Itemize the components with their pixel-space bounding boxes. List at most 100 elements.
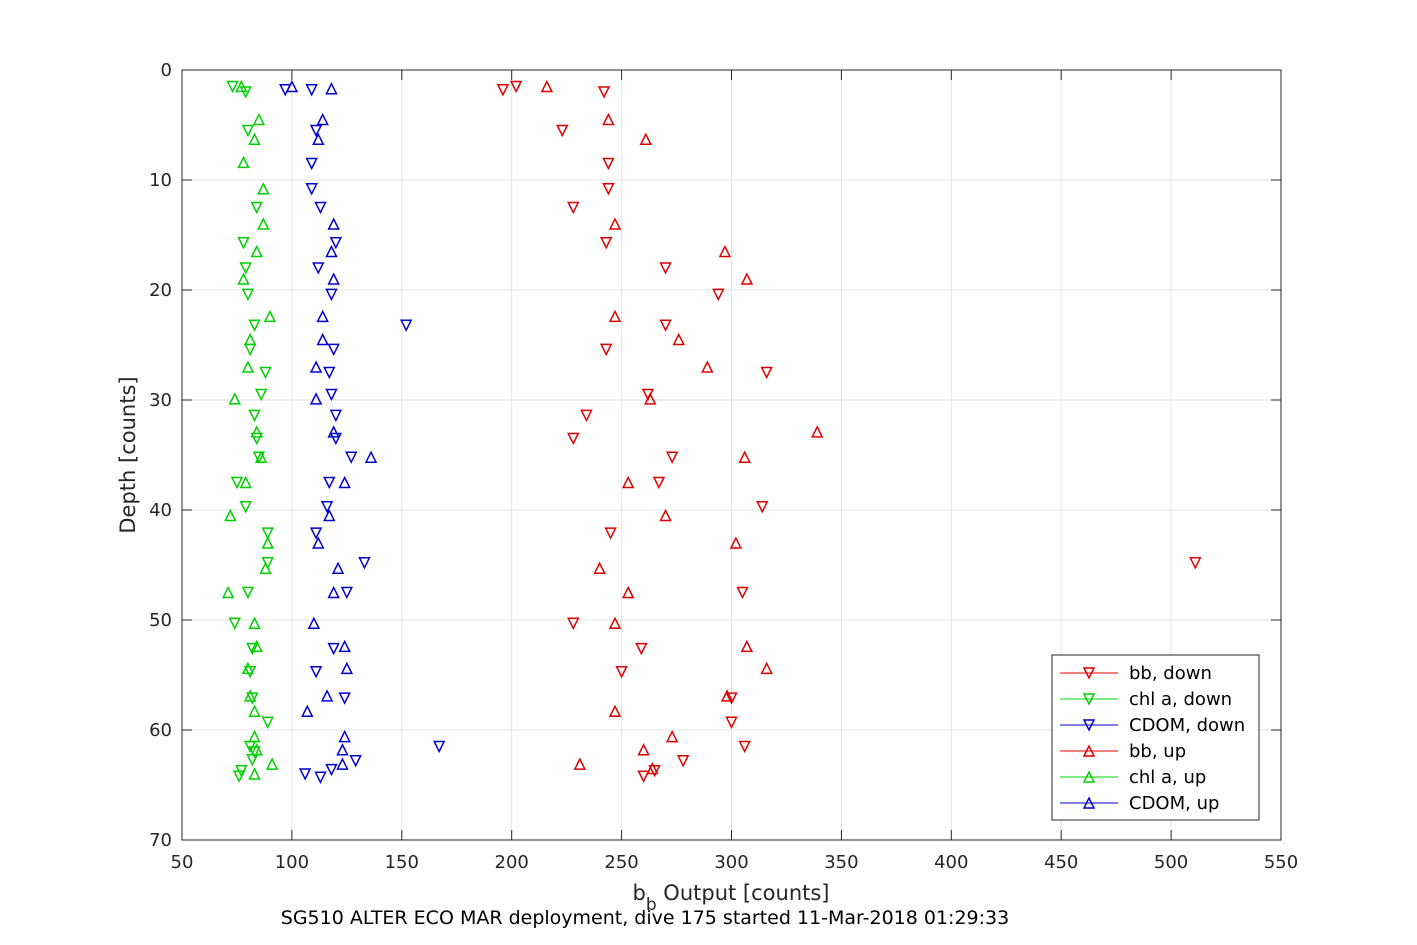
data-point-bb-up [659, 508, 672, 522]
legend-marker-cdom-down [1082, 719, 1096, 732]
data-point-cdom-up [285, 79, 299, 93]
legend-label-bb-down: bb, down [1129, 663, 1212, 684]
data-point-cdom-down [314, 201, 327, 215]
data-point-chl-a-up [250, 639, 263, 653]
data-point-chl-a-up [257, 217, 270, 230]
data-point-chl-a-up [228, 392, 241, 405]
data-point-bb-down [712, 288, 725, 302]
data-point-chl-a-down [241, 124, 255, 138]
data-point-bb-down [665, 451, 679, 464]
data-point-cdom-up [323, 508, 336, 522]
data-point-chl-a-up [252, 112, 266, 126]
data-point-bb-up [718, 244, 732, 258]
data-point-bb-up [608, 217, 622, 230]
data-point-chl-a-up [241, 360, 255, 373]
data-point-bb-down [556, 124, 569, 138]
data-point-cdom-down [325, 388, 338, 402]
data-point-chl-a-down [252, 451, 266, 464]
data-point-chl-a-up [248, 729, 261, 743]
data-point-bb-up [639, 132, 652, 146]
data-point-chl-a-down [237, 236, 250, 250]
data-point-cdom-up [327, 585, 340, 599]
legend-marker-chl-a-up [1082, 770, 1096, 783]
data-point-cdom-up [316, 112, 329, 126]
data-point-bb-down [736, 586, 749, 600]
y-tick-label: 20 [149, 280, 172, 301]
data-point-cdom-down [298, 768, 312, 781]
data-point-cdom-down [305, 183, 318, 196]
data-point-bb-down [600, 343, 613, 357]
data-point-bb-up [602, 112, 615, 126]
legend-box [1051, 654, 1260, 821]
data-point-bb-up [608, 616, 622, 630]
y-tick-label: 0 [161, 60, 172, 81]
data-point-bb-up [621, 475, 635, 489]
data-point-chl-a-down [246, 692, 259, 705]
data-point-chl-a-up [224, 508, 237, 522]
data-point-cdom-up [340, 661, 354, 675]
data-point-chl-a-down [248, 319, 261, 332]
legend-label-bb-up: bb, up [1129, 741, 1186, 762]
data-point-chl-a-down [241, 586, 255, 600]
legend-label-cdom-up: CDOM, up [1129, 793, 1219, 814]
x-tick-label: 100 [275, 852, 309, 873]
data-point-chl-a-up [235, 79, 248, 93]
data-point-cdom-down [309, 124, 323, 138]
data-point-bb-down [659, 262, 672, 275]
chart-caption: SG510 ALTER ECO MAR deployment, dive 175… [281, 907, 1009, 929]
data-point-chl-a-down [246, 753, 259, 767]
data-point-cdom-up [312, 536, 325, 549]
data-point-chl-a-down [259, 366, 272, 380]
data-point-cdom-up [327, 217, 340, 230]
x-axis-label-rest: Output [counts] [657, 881, 830, 905]
data-point-chl-a-up [243, 332, 257, 346]
data-point-cdom-down [312, 262, 325, 275]
data-point-cdom-up [309, 392, 323, 405]
data-point-bb-up [621, 585, 635, 599]
data-point-bb-down [602, 157, 615, 171]
x-tick-label: 50 [171, 852, 194, 873]
legend-marker-bb-down [1082, 667, 1096, 680]
data-point-chl-a-up [248, 616, 261, 630]
data-point-cdom-down [345, 451, 358, 464]
data-point-chl-a-up [265, 757, 279, 770]
data-point-cdom-down [329, 409, 343, 423]
x-tick-label: 400 [934, 852, 968, 873]
data-point-bb-up [540, 79, 554, 93]
data-point-chl-a-down [228, 617, 241, 630]
y-axis-label: Depth [counts] [116, 376, 140, 533]
data-point-chl-a-up [250, 743, 263, 756]
data-point-bb-down [725, 716, 738, 729]
data-point-bb-down [652, 476, 666, 490]
data-point-bb-down [648, 764, 661, 778]
legend-label-chl-a-up: chl a, up [1129, 767, 1206, 788]
data-point-chl-a-down [250, 432, 263, 446]
x-tick-label: 200 [495, 852, 529, 873]
x-tick-label: 450 [1044, 852, 1078, 873]
data-point-cdom-down [325, 763, 338, 777]
data-point-cdom-up [338, 729, 351, 743]
data-point-cdom-down [329, 432, 343, 446]
data-point-cdom-up [338, 639, 351, 653]
legend-label-chl-a-down: chl a, down [1129, 689, 1232, 710]
data-point-bb-down [738, 740, 751, 754]
data-point-chl-a-up [248, 767, 261, 780]
x-tick-label: 500 [1154, 852, 1188, 873]
x-axis-label-main: b [632, 881, 645, 905]
y-tick-label: 30 [149, 390, 172, 411]
y-tick-label: 60 [149, 720, 172, 741]
data-point-chl-a-up [237, 272, 250, 285]
data-point-cdom-down [323, 366, 336, 380]
data-point-chl-a-up [221, 585, 235, 599]
data-point-chl-a-up [243, 689, 257, 702]
data-point-chl-a-down [246, 642, 259, 656]
data-point-bb-up [740, 272, 754, 285]
data-point-bb-up [608, 704, 622, 718]
data-point-cdom-up [320, 689, 334, 702]
x-axis-label: bb Output [counts] [632, 881, 829, 915]
data-point-chl-a-down [241, 288, 255, 302]
data-point-cdom-up [338, 475, 351, 489]
data-point-chl-a-up [261, 536, 274, 549]
data-point-cdom-down [340, 586, 354, 600]
